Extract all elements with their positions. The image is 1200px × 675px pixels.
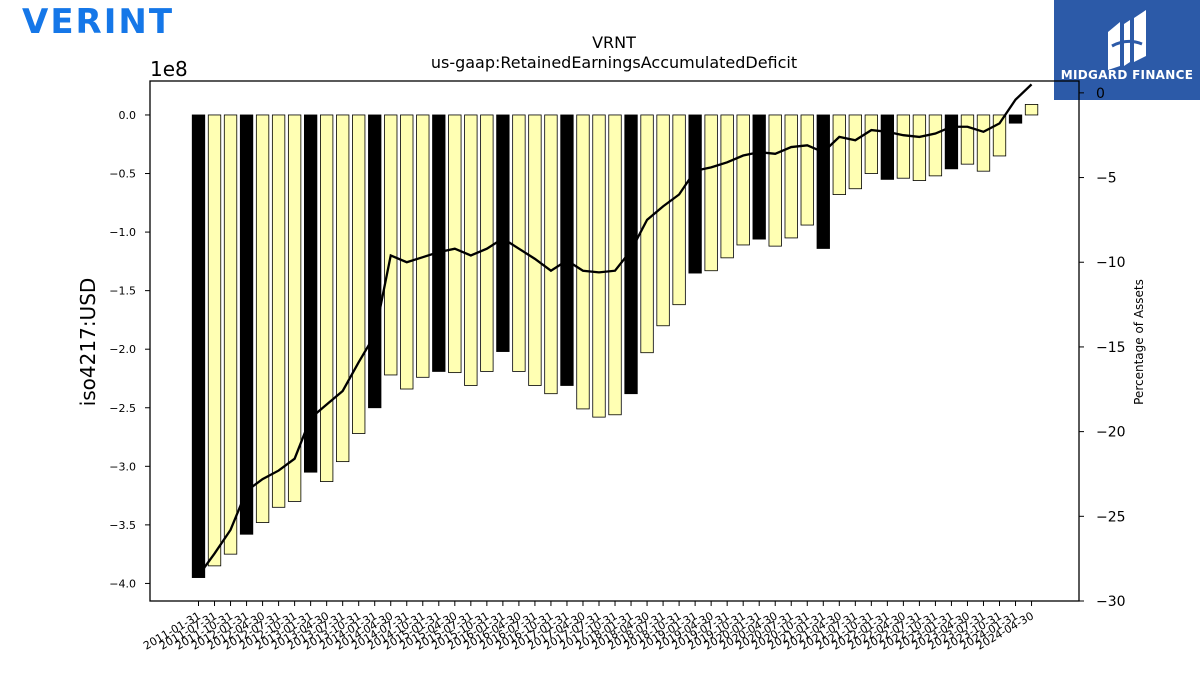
verint-logo: VERINT [22, 2, 175, 42]
bar [688, 114, 702, 274]
chart-title: VRNT [592, 33, 636, 52]
bar [368, 114, 382, 409]
y-tick-label: −1.0 [109, 226, 136, 239]
y2-tick-label: −25 [1096, 509, 1126, 525]
bar [400, 114, 414, 390]
bar [271, 114, 286, 508]
midgard-finance-label: MIDGARD FINANCE [1060, 68, 1194, 82]
bar [976, 114, 991, 172]
bar [768, 114, 782, 247]
y2-tick-label: −20 [1096, 425, 1126, 441]
bar [880, 114, 895, 180]
bar [255, 114, 270, 523]
bar [784, 114, 798, 239]
bar [464, 114, 478, 386]
y2-tick-label: −5 [1096, 171, 1117, 187]
bar [544, 114, 558, 395]
bar [672, 114, 686, 306]
bar [960, 114, 975, 165]
plot-frame [149, 80, 1080, 602]
y2-tick-label: −30 [1096, 594, 1126, 610]
bar [752, 114, 766, 240]
y-tick-label: −1.5 [109, 285, 136, 298]
y-offset-text: 1e8 [150, 57, 188, 81]
plot-marks: 0.0 −0.5 −1.0 −1.5 −2.0 −2.5 −3.0 −3.5 −4.0 0 −5 −1… [109, 83, 1126, 653]
bar [416, 114, 430, 378]
bar [608, 114, 622, 416]
y2-tick-label: 0 [1096, 86, 1105, 102]
bar [592, 114, 606, 418]
bar [1024, 104, 1039, 116]
bar [832, 114, 846, 195]
chart-subtitle: us-gaap:RetainedEarningsAccumulatedDefic… [431, 53, 797, 72]
y2-axis-label: Percentage of Assets [1132, 279, 1146, 405]
bar [239, 114, 254, 535]
bar [287, 114, 302, 502]
bar [640, 114, 654, 354]
bar [384, 114, 398, 376]
bar [336, 114, 350, 463]
bar [704, 114, 718, 272]
bar [448, 114, 462, 374]
bar [912, 114, 927, 181]
bar [432, 114, 446, 372]
y-tick-label: −0.5 [109, 168, 136, 181]
bar [320, 114, 334, 482]
y-tick-label: 0.0 [119, 109, 137, 122]
bar [944, 114, 959, 170]
bar [720, 114, 734, 259]
bar [656, 114, 670, 327]
bar [303, 114, 318, 473]
midgard-finance-logo: MIDGARD FINANCE [1054, 0, 1200, 100]
bar [736, 114, 750, 246]
y-axis-label: iso4217:USD [76, 278, 100, 407]
bar [928, 114, 943, 177]
bar [864, 114, 878, 174]
bar [223, 114, 238, 555]
bar [352, 114, 366, 434]
bar [816, 114, 830, 249]
bar [896, 114, 911, 179]
y-tick-label: −2.0 [109, 343, 136, 356]
bar [1008, 114, 1023, 124]
y-tick-label: −3.0 [109, 460, 136, 473]
bar [576, 114, 590, 410]
percentage-line [197, 83, 1033, 577]
midgard-mark-icon [1108, 10, 1146, 70]
bar [207, 114, 222, 567]
y2-tick-label: −10 [1096, 255, 1126, 271]
bar [848, 114, 862, 190]
y2-tick-label: −15 [1096, 340, 1126, 356]
bar [528, 114, 542, 386]
y-tick-label: −2.5 [109, 402, 136, 415]
bar [560, 114, 574, 386]
bar [512, 114, 526, 372]
y-tick-label: −4.0 [109, 577, 136, 590]
bar [496, 114, 510, 352]
y-tick-label: −3.5 [109, 519, 136, 532]
bar [480, 114, 494, 372]
bar [800, 114, 814, 226]
bar [992, 114, 1007, 157]
bar [191, 114, 206, 578]
bar [624, 114, 638, 395]
